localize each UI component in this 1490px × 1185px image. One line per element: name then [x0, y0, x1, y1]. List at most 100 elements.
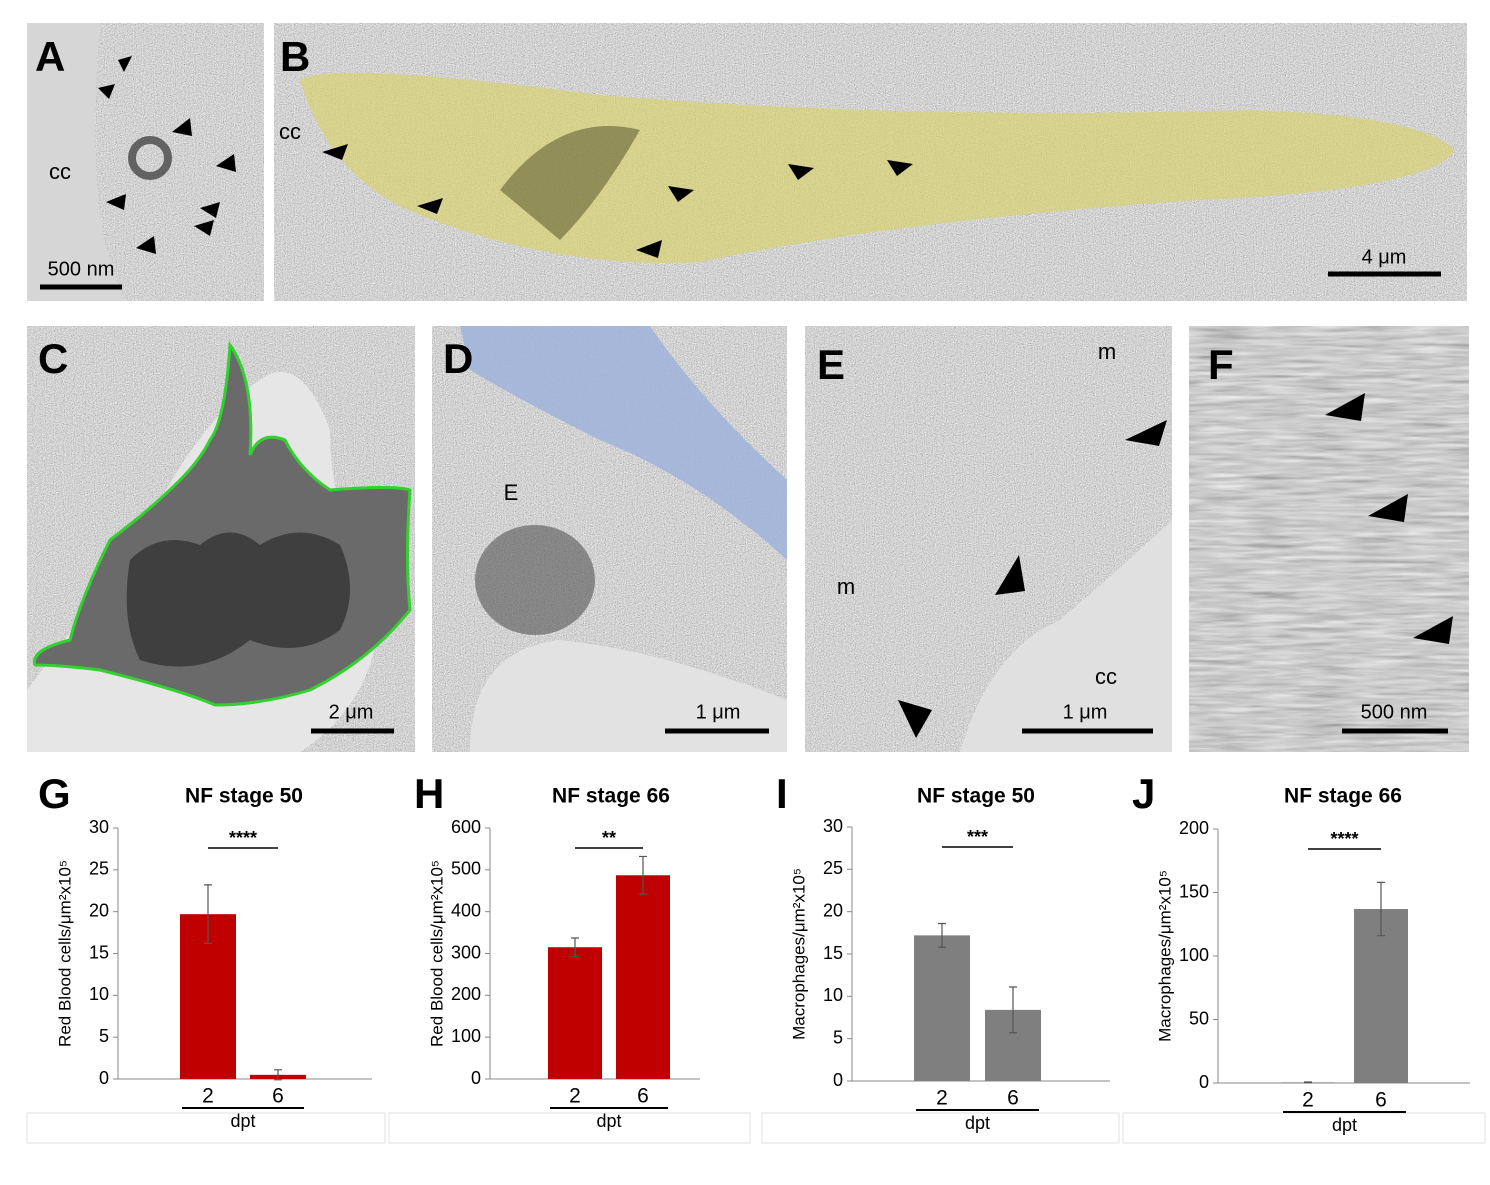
y-tick-label: 5 [833, 1027, 843, 1047]
x-tick-label: 6 [1007, 1087, 1019, 1110]
panel-letter: F [1208, 341, 1234, 388]
y-tick-label: 20 [89, 900, 109, 920]
x-tick-label: 6 [272, 1085, 284, 1108]
scale-label: 4 μm [1362, 246, 1407, 268]
nucleus [500, 126, 640, 240]
label: cc [1095, 664, 1117, 689]
y-tick-label: 200 [451, 984, 481, 1004]
significance-label: **** [229, 828, 257, 848]
chart-frames [26, 1112, 1486, 1144]
panel-letter: J [1132, 770, 1155, 817]
y-tick-label: 0 [99, 1068, 109, 1088]
y-tick-label: 10 [823, 985, 843, 1005]
bar [616, 875, 670, 1079]
scale-label: 500 nm [48, 258, 115, 280]
chart-title: NF stage 66 [552, 785, 670, 808]
error-bar [1304, 1081, 1312, 1084]
y-tick-label: 100 [1179, 945, 1209, 965]
y-axis-label: Red Blood cells/μm²x10⁵ [427, 860, 446, 1047]
lumen [470, 640, 787, 752]
y-tick-label: 0 [1199, 1072, 1209, 1092]
significance-label: ** [602, 828, 616, 848]
y-tick-label: 10 [89, 984, 109, 1004]
y-axis-label: Macrophages/μm²x10⁵ [789, 868, 808, 1040]
bar-chart: I NF stage 50 Macrophages/μm²x10⁵ 0 5 10 15 20 2… [776, 770, 1110, 1133]
y-tick-label: 600 [451, 817, 481, 837]
y-tick-label: 0 [833, 1070, 843, 1090]
panel-letter: B [280, 33, 310, 80]
error-bar [204, 884, 212, 945]
y-axis-label: Macrophages/μm²x10⁵ [1155, 870, 1174, 1042]
x-tick-label: 2 [202, 1085, 214, 1108]
y-tick-label: 500 [451, 859, 481, 879]
bar-chart: H NF stage 66 Red Blood cells/μm²x10⁵ 0 100 2… [414, 770, 700, 1131]
x-axis-label: dpt [596, 1111, 621, 1131]
label: m [837, 574, 855, 599]
error-bar [639, 855, 647, 895]
chart-title: NF stage 50 [185, 785, 303, 808]
scale-bars [40, 271, 1448, 734]
x-axis-label: dpt [965, 1113, 990, 1133]
chart-title: NF stage 66 [1284, 785, 1402, 808]
panel-letter: H [414, 770, 444, 817]
y-tick-label: 30 [823, 816, 843, 836]
y-tick-label: 15 [823, 943, 843, 963]
bar [1354, 909, 1408, 1083]
yellow-cell [300, 72, 1455, 264]
scale-label: 500 nm [1361, 701, 1428, 723]
scale-label: 1 μm [696, 701, 741, 723]
x-tick-label: 6 [637, 1085, 649, 1108]
mitochondrion [475, 525, 595, 635]
bar [914, 935, 970, 1081]
error-bar [571, 937, 579, 958]
bar [548, 947, 602, 1079]
label: cc [279, 119, 301, 144]
label: E [504, 480, 519, 505]
panel-letter: A [35, 33, 65, 80]
error-bar [1377, 881, 1385, 937]
label: cc [49, 159, 71, 184]
panel-letter: D [443, 335, 473, 382]
y-tick-label: 300 [451, 942, 481, 962]
x-tick-label: 2 [936, 1087, 948, 1110]
error-bar [938, 922, 946, 948]
y-tick-label: 20 [823, 900, 843, 920]
blue-region [460, 326, 787, 560]
scale-label: 2 μm [329, 701, 374, 723]
chart-title: NF stage 50 [917, 785, 1035, 808]
bar-chart: G NF stage 50 Red Blood cells/μm²x10⁵ 0 5 10 1… [38, 770, 372, 1131]
vesicle [128, 136, 172, 180]
error-bar [1009, 986, 1017, 1034]
micrographs: A cc 500 nm B cc 4 μm C 2 μm D E 1 μm E … [27, 23, 1469, 752]
panel-letter: I [776, 770, 788, 817]
y-tick-label: 0 [471, 1068, 481, 1088]
x-axis-label: dpt [230, 1111, 255, 1131]
y-tick-label: 100 [451, 1026, 481, 1046]
nucleus [126, 532, 351, 667]
x-tick-label: 6 [1375, 1089, 1387, 1112]
panel-letter: C [38, 335, 68, 382]
y-tick-label: 15 [89, 942, 109, 962]
y-tick-label: 30 [89, 817, 109, 837]
y-tick-label: 200 [1179, 818, 1209, 838]
error-bar [274, 1069, 282, 1081]
y-tick-label: 400 [451, 900, 481, 920]
lumen [27, 23, 125, 301]
micrograph-f [1189, 326, 1469, 752]
y-tick-label: 5 [99, 1026, 109, 1046]
panel-letter: E [817, 341, 845, 388]
y-tick-label: 25 [823, 858, 843, 878]
bar-chart: J NF stage 66 Macrophages/μm²x10⁵ 0 50 100 150… [1132, 770, 1470, 1135]
x-tick-label: 2 [1302, 1089, 1314, 1112]
arrowheads [98, 56, 1453, 738]
lumen [960, 520, 1172, 752]
scale-label: 1 μm [1063, 701, 1108, 723]
y-tick-label: 150 [1179, 881, 1209, 901]
significance-label: *** [967, 827, 988, 847]
y-axis-label: Red Blood cells/μm²x10⁵ [55, 860, 74, 1047]
panel-letter: G [38, 770, 71, 817]
label: m [1098, 339, 1116, 364]
x-axis-label: dpt [1332, 1115, 1357, 1135]
